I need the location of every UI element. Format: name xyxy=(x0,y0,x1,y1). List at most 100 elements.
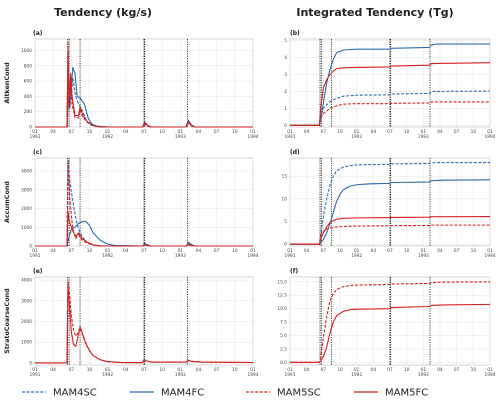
x-tick-label: 07 xyxy=(454,367,460,373)
x-tick-year: 1994 xyxy=(248,372,259,378)
y-tick-label: 800 xyxy=(24,63,32,69)
x-tick-label: 07 xyxy=(321,248,327,254)
y-tick-label: 1000 xyxy=(21,225,32,231)
y-tick-label: 0 xyxy=(284,123,287,129)
series-line-mam5fc xyxy=(35,283,254,364)
x-tick-label: 10 xyxy=(87,129,93,135)
x-tick-label: 10 xyxy=(159,129,165,135)
x-tick-year: 1993 xyxy=(418,372,429,378)
series-line-mam5fc xyxy=(290,215,491,245)
left-column-header: Tendency (kg/s) xyxy=(54,6,152,19)
x-tick-label: 01 xyxy=(105,129,111,135)
x-tick-year: 1991 xyxy=(30,253,41,259)
x-tick-label: 07 xyxy=(454,129,460,135)
x-tick-label: 04 xyxy=(123,367,129,373)
y-tick-label: 2 xyxy=(284,89,287,95)
x-tick-year: 1994 xyxy=(485,134,496,140)
x-tick-year: 1993 xyxy=(418,253,429,259)
series-line-mam5fc xyxy=(290,62,491,126)
x-tick-label: 10 xyxy=(471,248,477,254)
x-tick-year: 1993 xyxy=(175,253,186,259)
x-tick-label: 10 xyxy=(337,129,343,135)
panel-label: (e) xyxy=(33,268,43,275)
x-tick-label: 01 xyxy=(421,248,427,254)
x-tick-label: 10 xyxy=(159,248,165,254)
x-tick-year: 1991 xyxy=(30,372,41,378)
x-tick-year: 1993 xyxy=(175,372,186,378)
x-tick-label: 01 xyxy=(32,367,38,373)
x-tick-label: 04 xyxy=(371,367,377,373)
series-line-mam5sc xyxy=(290,224,490,245)
x-tick-label: 04 xyxy=(196,129,202,135)
y-tick-label: 5 xyxy=(284,219,287,225)
x-tick-label: 04 xyxy=(304,248,310,254)
x-tick-label: 04 xyxy=(304,129,310,135)
y-tick-label: 0 xyxy=(29,125,32,131)
x-tick-year: 1992 xyxy=(102,253,113,259)
y-tick-label: 0 xyxy=(29,244,32,250)
x-tick-year: 1991 xyxy=(285,253,296,259)
x-tick-label: 10 xyxy=(337,367,343,373)
x-tick-label: 04 xyxy=(304,367,310,373)
series-line-mam4fc xyxy=(290,43,490,126)
legend-item-mam5fc: MAM5FC xyxy=(354,388,428,399)
x-tick-label: 04 xyxy=(437,367,443,373)
series-line-mam5fc xyxy=(35,211,253,247)
x-tick-label: 07 xyxy=(387,248,393,254)
x-tick-label: 01 xyxy=(487,129,493,135)
y-tick-label: 10 xyxy=(282,196,288,202)
y-tick-label: 2000 xyxy=(21,319,32,325)
series-line-mam5fc xyxy=(290,303,491,363)
x-tick-label: 07 xyxy=(321,367,327,373)
x-tick-label: 07 xyxy=(69,367,75,373)
x-tick-year: 1991 xyxy=(30,134,41,140)
y-tick-label: 3000 xyxy=(21,187,32,193)
x-tick-year: 1991 xyxy=(285,134,296,140)
x-tick-label: 07 xyxy=(321,129,327,135)
y-tick-label: 4 xyxy=(284,55,287,61)
x-tick-year: 1994 xyxy=(485,372,496,378)
x-tick-label: 01 xyxy=(487,367,493,373)
x-tick-label: 04 xyxy=(196,248,202,254)
legend-item-mam4sc: MAM4SC xyxy=(22,388,97,399)
x-tick-label: 01 xyxy=(32,248,38,254)
x-tick-label: 01 xyxy=(287,367,293,373)
panel-label: (f) xyxy=(290,268,298,275)
legend-item-mam5sc: MAM5SC xyxy=(246,388,321,399)
y-tick-label: 200 xyxy=(24,109,32,115)
series-line-mam5sc xyxy=(35,161,253,247)
x-tick-label: 04 xyxy=(50,248,56,254)
legend-label: MAM5SC xyxy=(277,388,321,399)
y-axis-label: AitkenCond xyxy=(3,62,11,104)
y-tick-label: 5.0 xyxy=(280,333,287,339)
panel-label: (a) xyxy=(33,30,43,37)
series-line-mam5sc xyxy=(290,281,491,363)
x-tick-label: 01 xyxy=(250,248,256,254)
series-line-mam4fc xyxy=(290,179,491,245)
x-tick-year: 1994 xyxy=(485,253,496,259)
x-tick-year: 1993 xyxy=(418,134,429,140)
panel-label: (c) xyxy=(33,149,42,156)
y-tick-label: 1000 xyxy=(21,340,32,346)
y-tick-label: 4000 xyxy=(21,169,32,175)
y-tick-label: 2000 xyxy=(21,206,32,212)
x-tick-year: 1994 xyxy=(248,134,259,140)
x-tick-label: 07 xyxy=(141,129,147,135)
panel-label: (b) xyxy=(290,30,300,37)
x-tick-label: 07 xyxy=(69,129,75,135)
x-tick-label: 01 xyxy=(178,248,184,254)
x-tick-label: 01 xyxy=(421,129,427,135)
x-tick-label: 01 xyxy=(354,248,360,254)
x-tick-label: 01 xyxy=(354,129,360,135)
panel-label: (d) xyxy=(290,149,300,156)
y-tick-label: 600 xyxy=(24,79,32,85)
y-tick-label: 3000 xyxy=(21,298,32,304)
y-tick-label: 15 xyxy=(282,174,288,180)
right-column-header: Integrated Tendency (Tg) xyxy=(296,6,453,19)
